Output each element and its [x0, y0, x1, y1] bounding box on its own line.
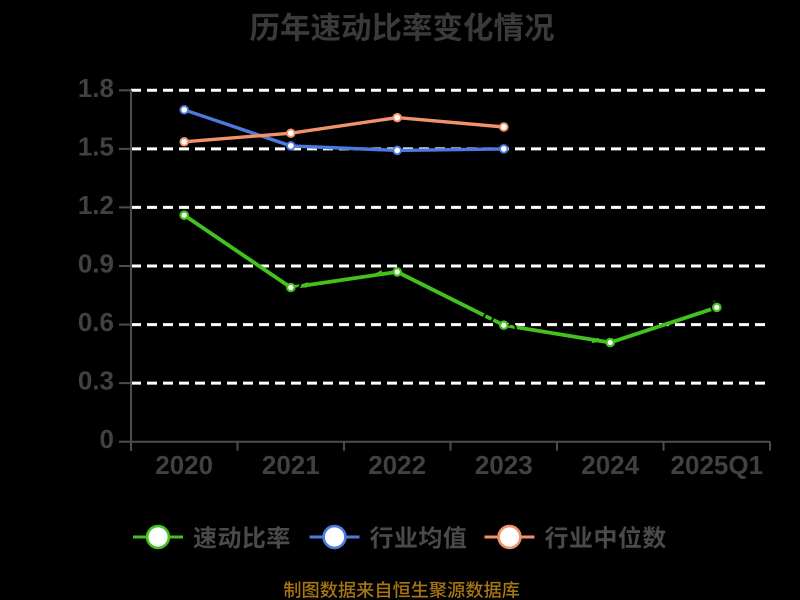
- svg-text:1.8: 1.8: [78, 73, 114, 103]
- svg-text:0: 0: [100, 424, 114, 454]
- svg-text:2025Q1: 2025Q1: [671, 450, 764, 480]
- svg-text:0.3: 0.3: [78, 366, 114, 396]
- svg-text:1.5: 1.5: [78, 131, 114, 161]
- svg-text:0.6: 0.6: [78, 307, 114, 337]
- svg-text:0.9: 0.9: [78, 249, 114, 279]
- svg-text:2021: 2021: [262, 450, 320, 480]
- svg-text:2022: 2022: [368, 450, 426, 480]
- svg-text:2023: 2023: [475, 450, 533, 480]
- svg-text:2020: 2020: [155, 450, 213, 480]
- svg-text:2024: 2024: [581, 450, 639, 480]
- svg-text:1.2: 1.2: [78, 190, 114, 220]
